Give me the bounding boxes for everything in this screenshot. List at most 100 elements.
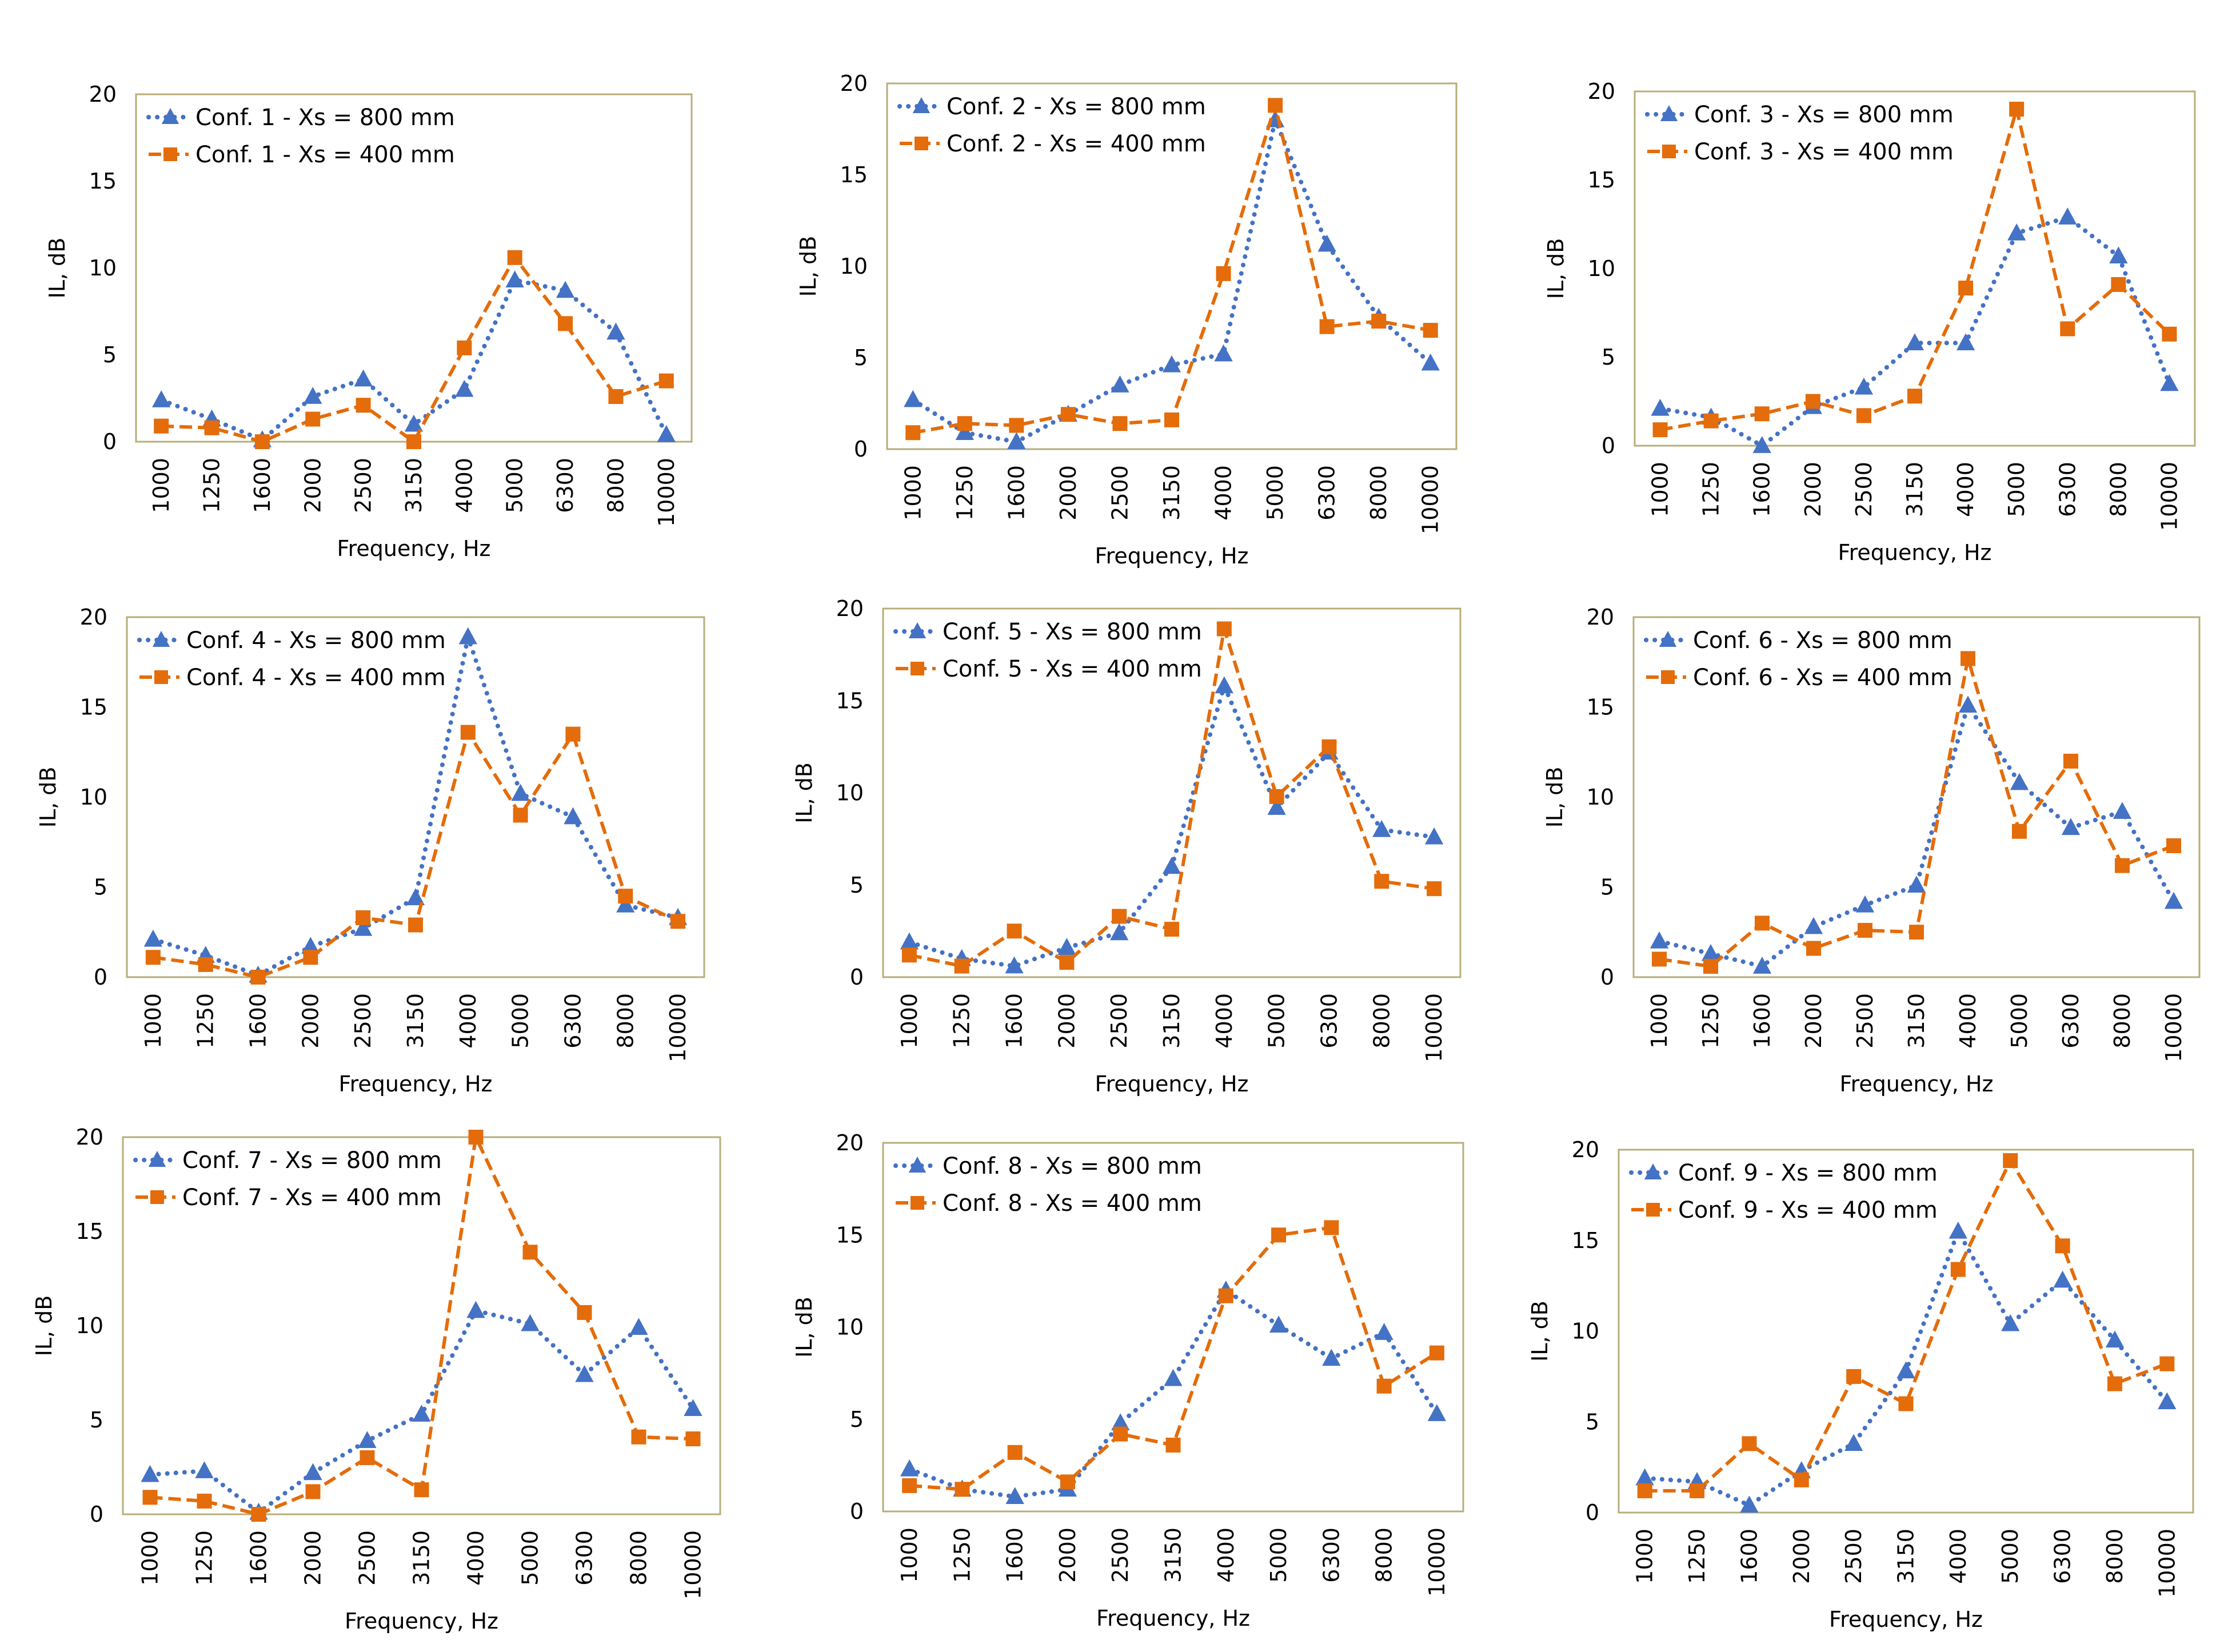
y-tick-label: 5 <box>854 345 868 370</box>
data-point-square <box>146 950 161 965</box>
x-tick-label: 5000 <box>2004 462 2029 517</box>
data-point-square <box>1164 413 1179 427</box>
legend-label: Conf. 8 - Xs = 800 mm <box>943 1153 1202 1179</box>
legend-label: Conf. 9 - Xs = 800 mm <box>1678 1160 1938 1186</box>
x-tick-label: 6300 <box>1319 1527 1344 1583</box>
x-tick-label: 4000 <box>1946 1529 1971 1584</box>
data-point-square <box>406 434 421 449</box>
x-tick-label: 4000 <box>1955 993 1981 1049</box>
x-tick-label: 2000 <box>1789 1529 1814 1584</box>
y-tick-label: 5 <box>1586 1409 1599 1434</box>
legend-marker-square <box>911 662 924 675</box>
charts-canvas: 051015201000 1250 1600 2000 2500 3150 4000 5000… <box>0 0 2240 1652</box>
x-tick-label: 8000 <box>2106 462 2131 517</box>
legend-label: Conf. 5 - Xs = 800 mm <box>943 619 1202 645</box>
data-point-square <box>306 1484 321 1499</box>
x-tick-label: 3150 <box>1161 1527 1186 1583</box>
x-tick-label: 1000 <box>1648 462 1673 517</box>
legend-marker-square <box>1661 670 1675 684</box>
data-point-square <box>251 970 266 985</box>
x-tick-label: 1000 <box>897 993 922 1049</box>
x-tick-label: 2500 <box>1841 1529 1866 1584</box>
data-point-triangle <box>900 1459 919 1477</box>
x-tick-label: 1600 <box>1003 1527 1028 1583</box>
x-tick-label: 6300 <box>2058 993 2083 1049</box>
data-point-square <box>1271 1227 1286 1242</box>
x-axis-title: Frequency, Hz <box>337 536 491 561</box>
data-point-square <box>1268 98 1283 113</box>
data-point-square <box>1216 266 1231 281</box>
x-tick-label: 6300 <box>560 993 585 1049</box>
data-point-triangle <box>1375 1323 1393 1340</box>
series-line <box>909 1290 1437 1497</box>
y-tick-label: 15 <box>80 695 107 720</box>
chart-9: 051015201000 1250 1600 2000 2500 3150 4000 5000… <box>1527 1137 2193 1632</box>
data-point-square <box>1371 314 1386 329</box>
x-axis-title: Frequency, Hz <box>339 1071 493 1097</box>
data-point-square <box>154 419 169 434</box>
legend-label: Conf. 7 - Xs = 400 mm <box>182 1185 442 1211</box>
data-point-square <box>1007 923 1022 938</box>
y-tick-label: 15 <box>836 688 864 713</box>
data-point-square <box>143 1490 158 1505</box>
y-tick-label: 20 <box>836 596 864 621</box>
data-point-triangle <box>1425 827 1443 845</box>
data-point-triangle <box>1215 676 1233 693</box>
x-tick-label: 1250 <box>949 1527 975 1583</box>
data-point-triangle <box>1804 917 1823 934</box>
data-point-square <box>303 950 318 965</box>
legend-label: Conf. 8 - Xs = 400 mm <box>943 1190 1202 1217</box>
y-tick-label: 15 <box>836 1222 864 1247</box>
data-point-square <box>1690 1483 1704 1498</box>
x-tick-label: 1600 <box>246 1530 271 1586</box>
x-tick-label: 2000 <box>298 993 323 1049</box>
y-tick-label: 5 <box>850 1407 864 1432</box>
legend: Conf. 2 - Xs = 800 mmConf. 2 - Xs = 400 … <box>900 94 1206 157</box>
x-tick-label: 5000 <box>1264 993 1289 1049</box>
x-tick-label: 1250 <box>1698 993 1723 1049</box>
data-point-triangle <box>1702 944 1720 961</box>
x-tick-label: 1000 <box>141 993 166 1049</box>
x-tick-label: 1000 <box>149 458 174 513</box>
data-point-triangle <box>1111 375 1129 393</box>
data-point-square <box>1703 959 1718 974</box>
data-point-triangle <box>304 1463 322 1480</box>
data-point-triangle <box>1651 399 1669 416</box>
y-tick-label: 15 <box>89 169 117 194</box>
x-tick-label: 10000 <box>665 993 690 1062</box>
data-point-triangle <box>412 1405 430 1422</box>
legend-marker-square <box>1646 1203 1660 1217</box>
x-axis-title: Frequency, Hz <box>1095 1071 1249 1097</box>
data-point-square <box>2009 102 2024 117</box>
x-tick-label: 2500 <box>1108 1527 1133 1583</box>
y-tick-label: 0 <box>1600 965 1614 990</box>
data-point-square <box>902 947 917 962</box>
x-tick-label: 5000 <box>1263 465 1288 521</box>
data-point-square <box>565 727 580 742</box>
data-point-square <box>632 1430 646 1445</box>
y-tick-label: 5 <box>103 342 117 367</box>
data-point-square <box>1638 1483 1652 1498</box>
x-tick-label: 2500 <box>350 993 376 1049</box>
data-point-triangle <box>511 784 529 801</box>
data-point-square <box>1806 941 1821 956</box>
data-point-square <box>1742 1436 1756 1451</box>
chart-7: 0 5 10 15 20 1000 1250 1600 2000 2500 3150 4000 5000… <box>31 1125 720 1634</box>
data-point-square <box>1374 874 1389 889</box>
x-tick-label: 5000 <box>518 1530 543 1586</box>
data-point-square <box>1009 418 1024 433</box>
x-tick-label: 2000 <box>1056 465 1081 521</box>
data-point-triangle <box>556 281 574 298</box>
data-point-square <box>2107 1377 2122 1391</box>
y-axis-title: IL, dB <box>796 236 821 297</box>
legend: Conf. 4 - Xs = 800 mmConf. 4 - Xs = 400 … <box>139 627 446 691</box>
data-point-triangle <box>900 933 919 950</box>
data-point-triangle <box>1317 235 1336 252</box>
x-tick-label: 3150 <box>1894 1529 1919 1584</box>
data-point-square <box>2055 1238 2070 1253</box>
x-tick-label: 4000 <box>464 1530 489 1586</box>
data-point-square <box>198 957 213 972</box>
y-tick-label: 15 <box>840 162 868 187</box>
data-point-square <box>305 411 320 426</box>
data-point-square <box>1219 1289 1233 1303</box>
